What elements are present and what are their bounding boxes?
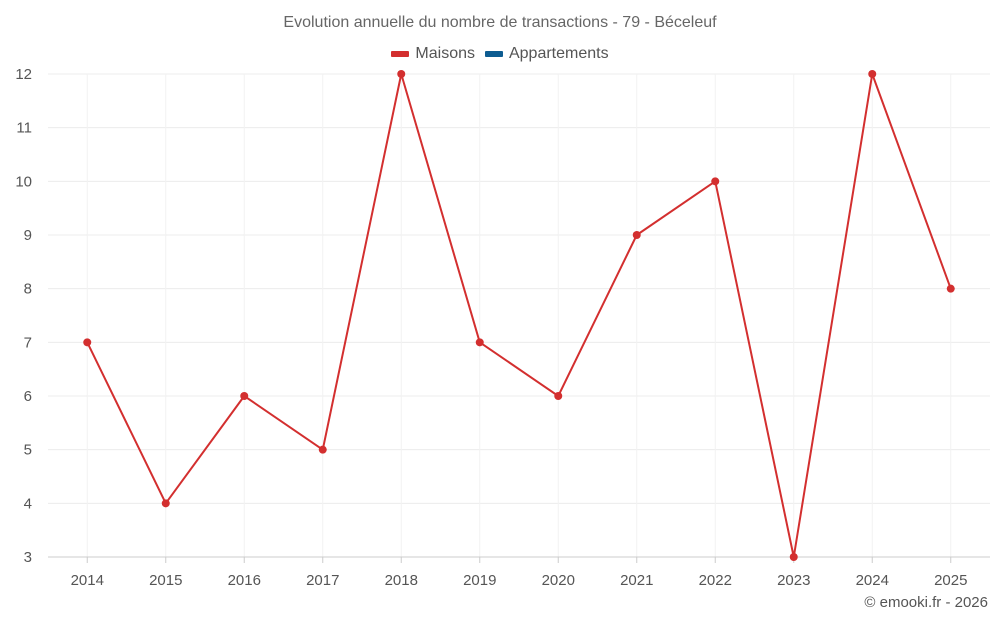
legend-label-maisons: Maisons (415, 45, 475, 62)
x-tick-label: 2025 (934, 572, 967, 589)
x-tick-label: 2015 (149, 572, 182, 589)
data-point (318, 445, 327, 454)
x-tick-label: 2024 (856, 572, 889, 589)
x-tick-label: 2019 (463, 572, 496, 589)
y-tick-label: 9 (24, 227, 32, 244)
x-tick-label: 2018 (385, 572, 418, 589)
x-tick-label: 2014 (71, 572, 104, 589)
x-tick-label: 2023 (777, 572, 810, 589)
y-tick-label: 10 (15, 173, 32, 190)
legend-item-appartements[interactable]: Appartements (484, 45, 609, 63)
y-tick-label: 3 (24, 549, 32, 566)
legend-swatch-appartements (484, 51, 503, 57)
x-tick-label: 2016 (228, 572, 261, 589)
x-tick-label: 2021 (620, 572, 653, 589)
y-tick-label: 11 (16, 120, 32, 137)
legend-label-appartements: Appartements (508, 45, 609, 62)
y-tick-label: 5 (24, 442, 32, 459)
legend-item-maisons[interactable]: Maisons (391, 45, 475, 63)
data-point (789, 553, 798, 561)
data-point (83, 338, 92, 347)
x-tick-label: 2020 (542, 572, 575, 589)
legend-swatch-maisons (391, 51, 410, 57)
data-point (711, 177, 720, 186)
y-tick-label: 8 (24, 281, 32, 298)
data-point (632, 231, 641, 239)
chart-legend: Maisons Appartements (0, 45, 1000, 63)
chart-title: Evolution annuelle du nombre de transact… (283, 14, 717, 31)
y-tick-label: 12 (15, 66, 32, 83)
credit-text: © emooki.fr - 2026 (864, 594, 988, 611)
x-tick-label: 2017 (306, 572, 339, 589)
x-tick-label: 2022 (699, 572, 732, 589)
data-point (475, 338, 484, 347)
y-tick-label: 4 (24, 495, 32, 512)
data-point (946, 284, 955, 293)
series-line-maisons (86, 73, 952, 558)
data-point (868, 70, 877, 78)
y-tick-label: 6 (24, 388, 32, 405)
y-tick-label: 7 (24, 334, 32, 351)
data-point (161, 499, 170, 508)
data-point (397, 70, 406, 78)
data-point (554, 392, 563, 400)
data-point (240, 392, 249, 400)
